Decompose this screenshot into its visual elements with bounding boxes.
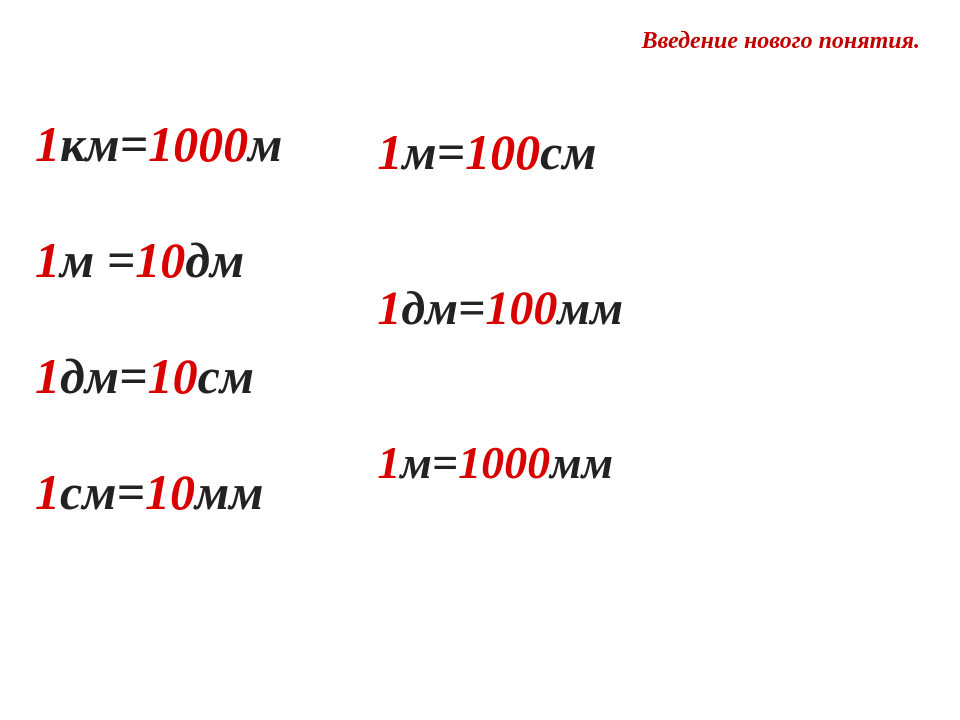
eq-value: 100 (465, 123, 540, 181)
eq-unit: мм (195, 463, 264, 521)
eq-left-num: 1 (35, 347, 60, 405)
eq-left-num: 1 (35, 231, 60, 289)
equation-km-m: 1 км= 1000 м (35, 115, 282, 173)
eq-mid: м= (402, 123, 465, 181)
eq-mid: дм= (401, 281, 485, 336)
eq-mid: м = (60, 231, 135, 289)
eq-unit: дм (185, 231, 244, 289)
eq-value: 1000 (458, 436, 550, 489)
eq-unit: мм (550, 436, 613, 489)
eq-unit: см (198, 347, 254, 405)
eq-left-num: 1 (377, 436, 400, 489)
eq-value: 10 (145, 463, 195, 521)
eq-unit: м (248, 115, 282, 173)
eq-left-num: 1 (377, 123, 402, 181)
equation-m-dm: 1 м = 10 дм (35, 231, 282, 289)
equation-m-mm: 1 м= 1000 мм (377, 436, 623, 489)
left-column: 1 км= 1000 м 1 м = 10 дм 1 дм= 10 см 1 с… (35, 115, 282, 521)
eq-unit: мм (557, 281, 623, 336)
eq-mid: км= (60, 115, 148, 173)
eq-value: 10 (148, 347, 198, 405)
eq-value: 10 (135, 231, 185, 289)
equation-m-cm: 1 м= 100 см (377, 123, 623, 181)
eq-value: 100 (485, 281, 557, 336)
equation-dm-mm: 1 дм= 100 мм (377, 281, 623, 336)
eq-left-num: 1 (35, 463, 60, 521)
equations-container: 1 км= 1000 м 1 м = 10 дм 1 дм= 10 см 1 с… (35, 115, 623, 521)
equation-cm-mm: 1 см= 10 мм (35, 463, 282, 521)
eq-mid: дм= (60, 347, 148, 405)
eq-mid: м= (400, 436, 458, 489)
slide-header: Введение нового понятия. (642, 28, 920, 55)
eq-value: 1000 (148, 115, 248, 173)
eq-left-num: 1 (35, 115, 60, 173)
equation-dm-cm: 1 дм= 10 см (35, 347, 282, 405)
eq-unit: см (540, 123, 596, 181)
eq-mid: см= (60, 463, 145, 521)
right-column: 1 м= 100 см 1 дм= 100 мм 1 м= 1000 мм (377, 123, 623, 521)
eq-left-num: 1 (377, 281, 401, 336)
